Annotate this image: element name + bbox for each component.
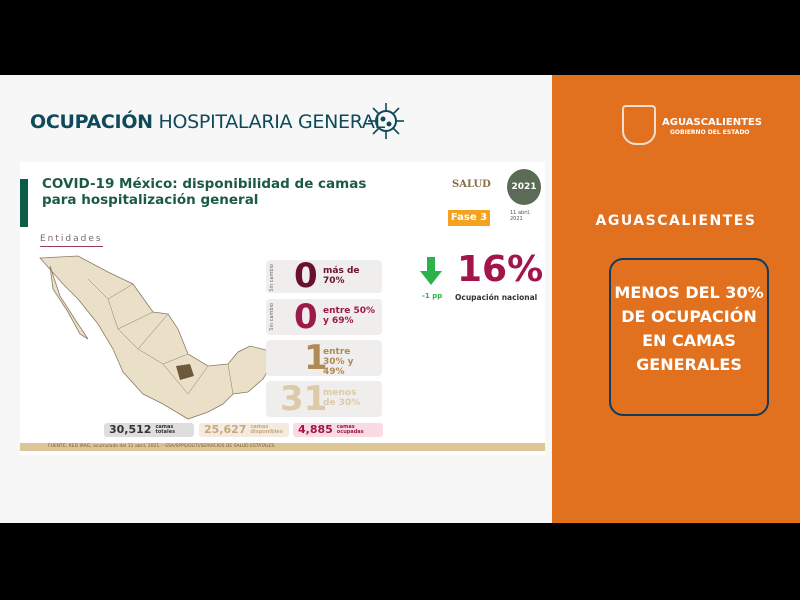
page-title: OCUPACIÓN HOSPITALARIA GENERAL [30, 111, 385, 133]
card-label: entre 50% y 69% [323, 306, 376, 326]
source-note: FUENTE: RED IRAG, acumulado del 11 abril… [20, 443, 545, 451]
seal-2021-logo: 2021 [507, 169, 541, 205]
card-side-label: Sin cambio [269, 264, 275, 292]
occupied-beds-value: 4,885 [298, 423, 333, 436]
occupied-beds: 4,885 camas ocupadas [293, 423, 383, 437]
category-card: Sin cambio 0 más de 70% [266, 256, 382, 296]
slide-title: COVID-19 México: disponibilidad de camas… [42, 176, 367, 208]
entidades-label: Entidades [40, 234, 103, 247]
category-card: 31 menos de 30% [266, 381, 382, 417]
card-number: 1 [304, 338, 328, 378]
card-number: 0 [294, 297, 318, 337]
total-beds: 30,512 camas totales [104, 423, 194, 437]
slide-stage: OCUPACIÓN HOSPITALARIA GENERAL COVID-19 … [0, 75, 800, 523]
accent-bar [20, 179, 28, 227]
arrow-down-icon [420, 257, 442, 285]
virus-icon [368, 103, 404, 139]
state-name: AGUASCALIENTES [595, 213, 757, 229]
card-label: entre 30% y 49% [323, 347, 354, 377]
message-box: MENOS DEL 30% DE OCUPACIÓN EN CAMAS GENE… [609, 258, 769, 416]
total-beds-value: 30,512 [109, 423, 152, 436]
total-beds-label: camas totales [155, 424, 176, 435]
slide-date: 11 abril, 2021 [510, 210, 531, 222]
card-side-label: Sin cambio [269, 303, 275, 331]
available-beds-label: camas disponibles [250, 424, 283, 435]
right-panel: AGUASCALIENTES GOBIERNO DEL ESTADO AGUAS… [552, 75, 800, 523]
title-bold: OCUPACIÓN [30, 111, 153, 133]
available-beds-value: 25,627 [204, 423, 247, 436]
category-card: 1 entre 30% y 49% [266, 338, 382, 378]
national-occupancy: 16% [457, 249, 544, 290]
national-change: -1 pp [422, 292, 443, 300]
brand-name: AGUASCALIENTES [662, 117, 762, 128]
fase-badge: Fase 3 [448, 210, 490, 226]
card-number: 31 [280, 379, 328, 419]
card-label: menos de 30% [323, 388, 361, 408]
covid-slide: COVID-19 México: disponibilidad de camas… [20, 162, 545, 455]
brand-subtitle: GOBIERNO DEL ESTADO [670, 129, 750, 136]
card-number: 0 [294, 256, 318, 296]
left-panel: OCUPACIÓN HOSPITALARIA GENERAL COVID-19 … [0, 75, 552, 523]
category-card: Sin cambio 0 entre 50% y 69% [266, 299, 382, 335]
card-label: más de 70% [323, 266, 360, 286]
mexico-map [39, 255, 279, 420]
occupied-beds-label: camas ocupadas [336, 424, 364, 435]
available-beds: 25,627 camas disponibles [199, 423, 289, 437]
salud-logo: SALUD [452, 179, 491, 190]
coat-of-arms-logo [622, 105, 656, 145]
national-label: Ocupación nacional [455, 293, 538, 302]
title-rest: HOSPITALARIA GENERAL [158, 111, 386, 133]
